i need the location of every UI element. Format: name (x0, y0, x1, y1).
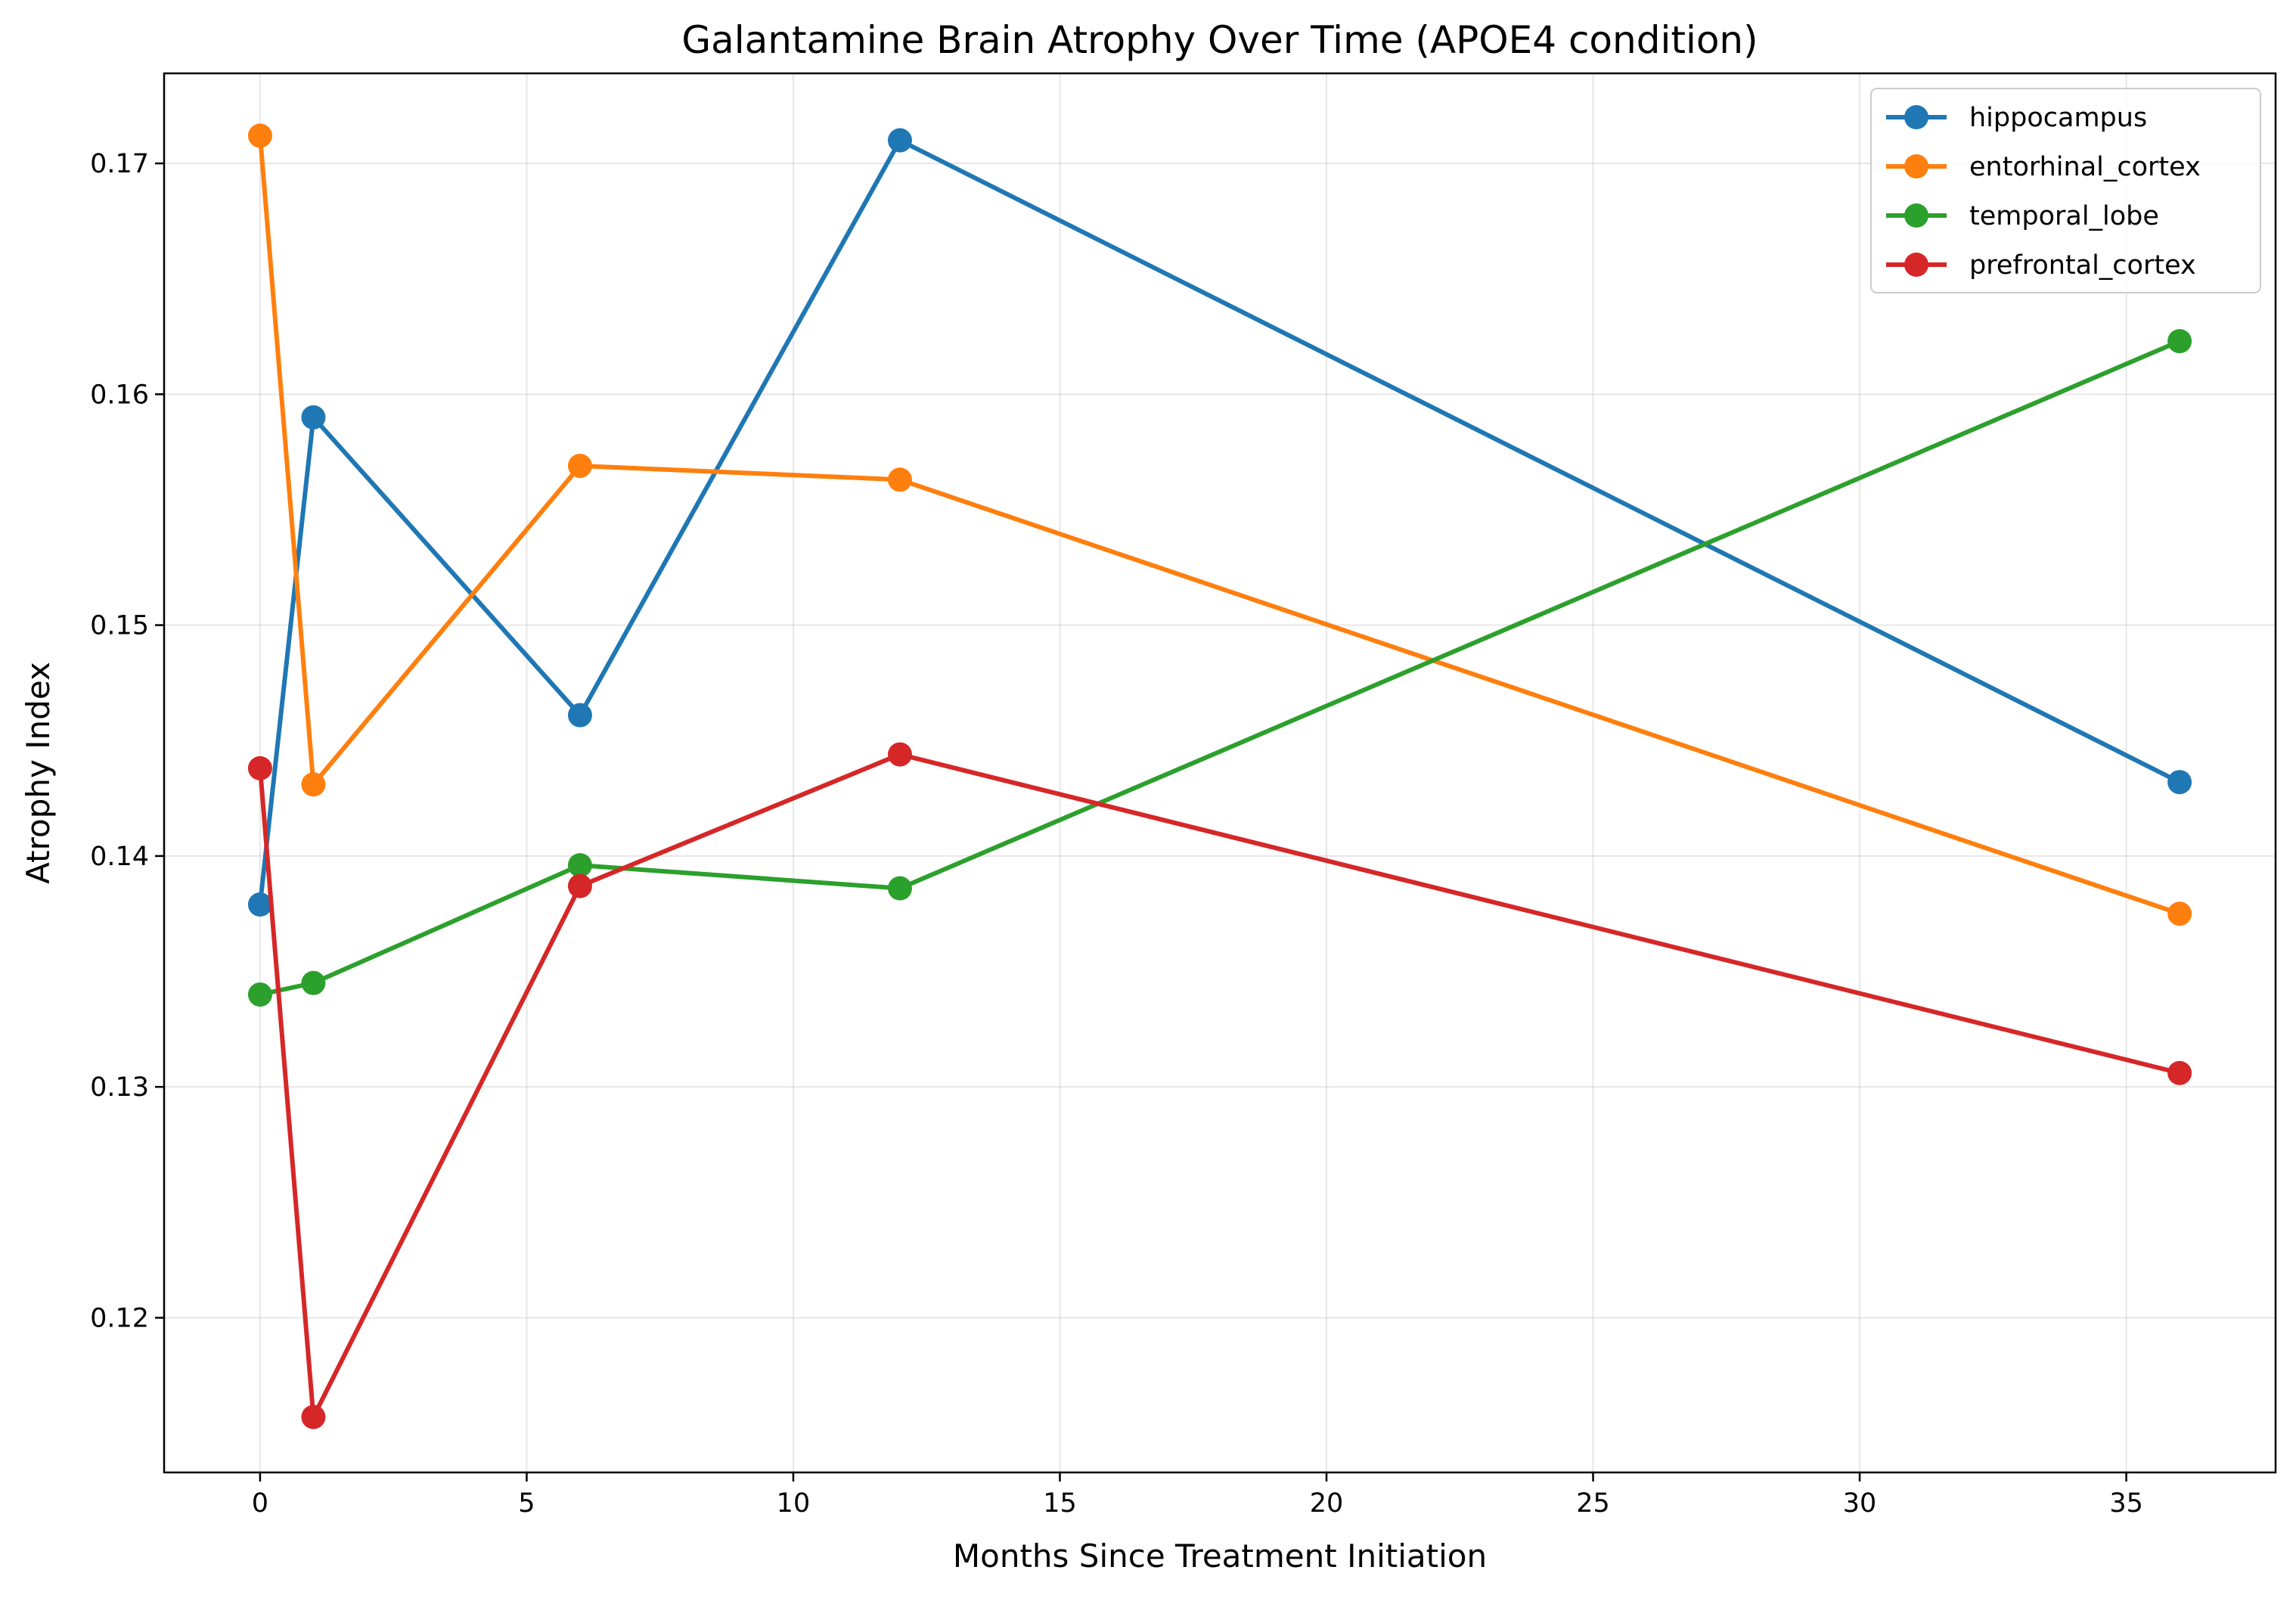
data-point-temporal_lobe (301, 970, 326, 995)
legend-entry-prefrontal_cortex: prefrontal_cortex (1886, 250, 2196, 281)
legend-marker (1904, 154, 1928, 178)
chart-title: Galantamine Brain Atrophy Over Time (APO… (681, 18, 1758, 62)
data-point-prefrontal_cortex (247, 756, 272, 780)
data-point-prefrontal_cortex (887, 742, 912, 767)
legend-marker (1904, 203, 1928, 228)
data-point-hippocampus (247, 892, 272, 917)
data-point-hippocampus (2167, 770, 2192, 795)
legend-label: temporal_lobe (1969, 201, 2159, 231)
data-point-prefrontal_cortex (567, 873, 592, 898)
legend-entry-temporal_lobe: temporal_lobe (1886, 201, 2159, 231)
data-point-entorhinal_cortex (567, 453, 592, 478)
legend-marker (1904, 105, 1928, 129)
data-point-hippocampus (567, 703, 592, 728)
x-tick-label: 10 (777, 1488, 811, 1519)
y-axis-label: Atrophy Index (20, 662, 57, 884)
series-entorhinal_cortex (247, 123, 2192, 926)
x-tick-label: 20 (1310, 1488, 1344, 1519)
x-axis-ticks: 0 5 10 15 20 25 30 35 (252, 1472, 2143, 1519)
legend: hippocampus entorhinal_cortex temporal_lob… (1870, 88, 2261, 293)
x-tick-label: 5 (518, 1488, 535, 1519)
data-point-entorhinal_cortex (301, 772, 326, 797)
x-axis-label: Months Since Treatment Initiation (953, 1537, 1487, 1575)
y-tick-label: 0.16 (90, 380, 149, 410)
data-point-temporal_lobe (887, 876, 912, 901)
legend-entry-hippocampus: hippocampus (1886, 103, 2147, 133)
data-point-entorhinal_cortex (247, 123, 272, 148)
x-tick-label: 15 (1043, 1488, 1077, 1519)
series-layer (247, 123, 2192, 1429)
data-point-prefrontal_cortex (2167, 1060, 2192, 1085)
y-tick-label: 0.12 (90, 1303, 149, 1333)
data-point-temporal_lobe (567, 853, 592, 878)
plot-frame (163, 72, 2277, 1474)
x-tick-label: 35 (2109, 1488, 2143, 1519)
data-point-prefrontal_cortex (301, 1404, 326, 1429)
y-tick-label: 0.14 (90, 842, 149, 872)
series-temporal_lobe (247, 329, 2192, 1007)
x-tick-label: 30 (1843, 1488, 1877, 1519)
data-point-entorhinal_cortex (887, 467, 912, 492)
legend-box (1870, 88, 2261, 293)
legend-label: entorhinal_cortex (1969, 152, 2201, 182)
data-point-hippocampus (301, 405, 326, 430)
data-point-temporal_lobe (2167, 329, 2192, 354)
y-tick-label: 0.13 (90, 1072, 149, 1103)
legend-marker (1904, 253, 1928, 277)
data-point-entorhinal_cortex (2167, 901, 2192, 926)
y-axis-ticks: 0.12 0.13 0.14 0.15 0.16 0.17 (90, 149, 164, 1333)
legend-label: prefrontal_cortex (1969, 250, 2196, 281)
x-tick-label: 0 (252, 1488, 268, 1519)
data-point-temporal_lobe (247, 982, 272, 1007)
data-point-hippocampus (887, 128, 912, 153)
legend-entry-entorhinal_cortex: entorhinal_cortex (1886, 152, 2201, 182)
x-tick-label: 25 (1576, 1488, 1610, 1519)
series-prefrontal_cortex (247, 742, 2192, 1429)
y-tick-label: 0.17 (90, 149, 149, 179)
grid (164, 73, 2276, 1472)
legend-label: hippocampus (1969, 103, 2147, 133)
y-tick-label: 0.15 (90, 611, 149, 641)
